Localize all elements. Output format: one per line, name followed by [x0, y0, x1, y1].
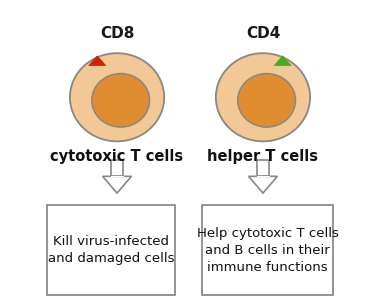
Text: Help cytotoxic T cells
and B cells in their
immune functions: Help cytotoxic T cells and B cells in th…	[196, 226, 339, 274]
Text: Kill virus-infected
and damaged cells: Kill virus-infected and damaged cells	[48, 235, 174, 265]
Polygon shape	[103, 176, 131, 193]
Polygon shape	[274, 56, 291, 66]
Text: cytotoxic T cells: cytotoxic T cells	[51, 149, 184, 164]
Bar	[111, 160, 123, 176]
Text: helper T cells: helper T cells	[207, 149, 318, 164]
Ellipse shape	[70, 53, 164, 141]
FancyBboxPatch shape	[47, 205, 175, 295]
Ellipse shape	[216, 53, 310, 141]
Text: CD4: CD4	[246, 26, 280, 41]
Ellipse shape	[238, 74, 296, 127]
Polygon shape	[249, 176, 277, 193]
Ellipse shape	[92, 74, 150, 127]
Text: CD8: CD8	[100, 26, 134, 41]
Polygon shape	[89, 56, 106, 66]
Bar	[257, 160, 269, 176]
FancyBboxPatch shape	[202, 205, 333, 295]
